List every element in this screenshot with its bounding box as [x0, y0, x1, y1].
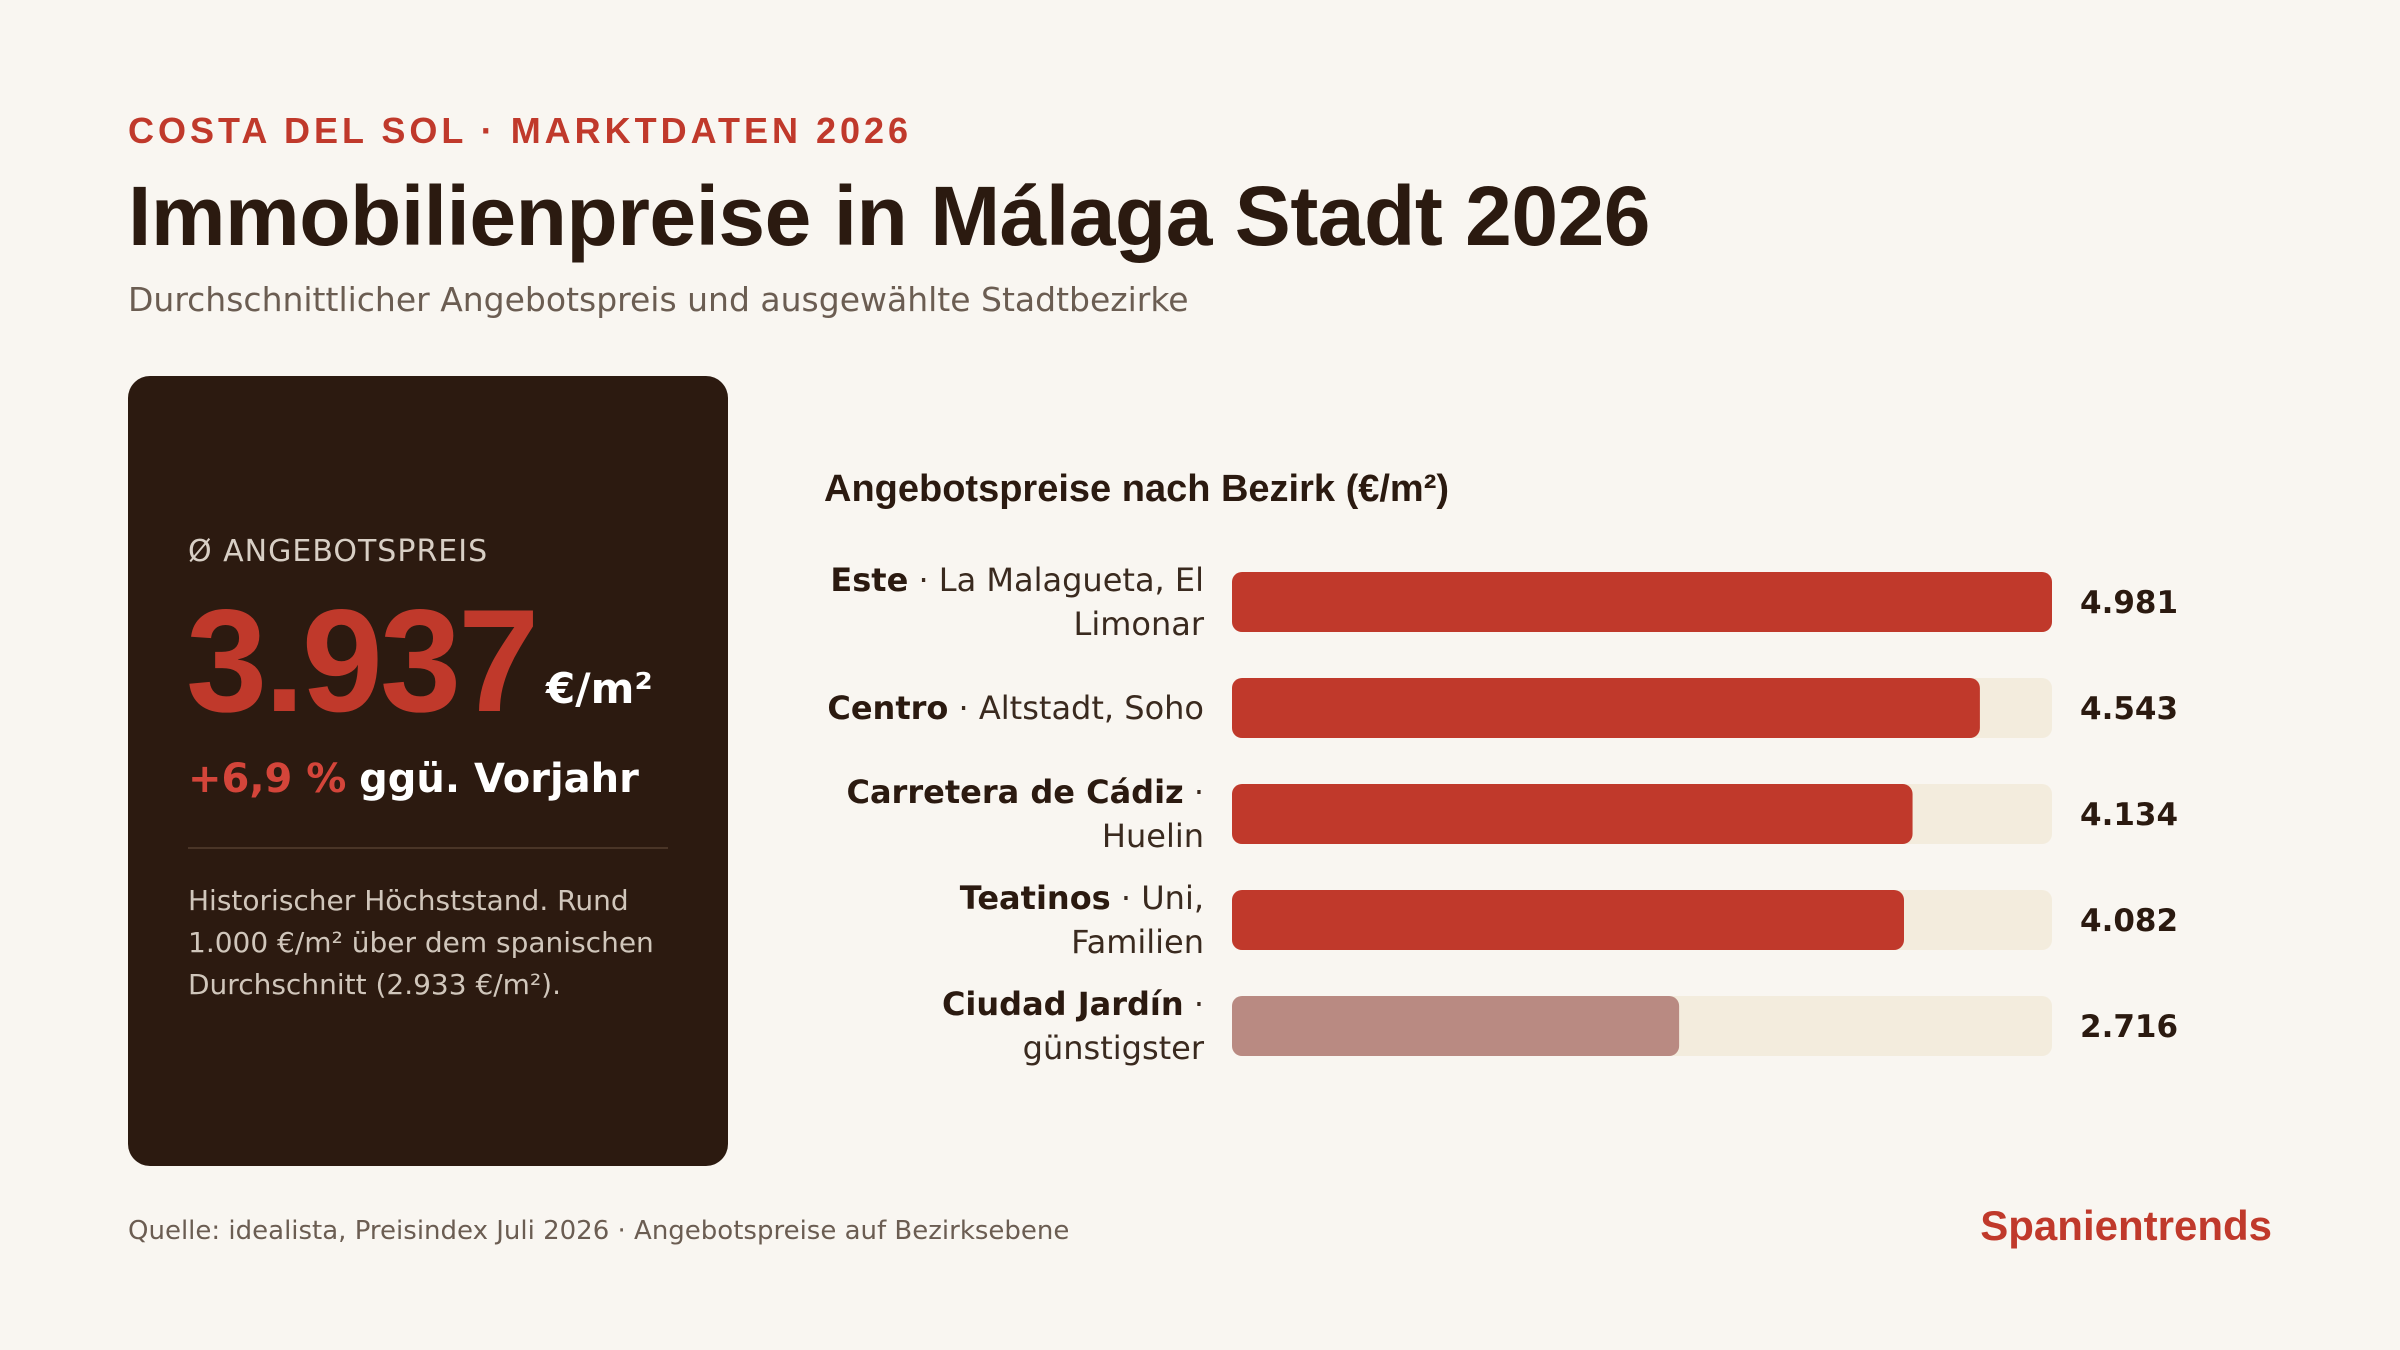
category-detail: · günstigster	[1022, 985, 1204, 1067]
kpi-unit: €/m²	[546, 664, 653, 713]
category-name: Este	[830, 561, 909, 599]
category-detail: · Uni, Familien	[1071, 879, 1204, 961]
bar-value-label: 4.981	[2080, 585, 2178, 621]
page-title: Immobilienpreise in Málaga Stadt 2026	[128, 169, 1651, 263]
kpi-change-text: ggü. Vorjahr	[359, 756, 639, 802]
kpi-divider	[188, 847, 668, 849]
kpi-change-percent: +6,9 %	[188, 756, 347, 802]
category-label: Teatinos · Uni, Familien	[820, 876, 1204, 964]
bar	[1232, 996, 1680, 1056]
bar-value-label: 4.082	[2080, 903, 2178, 939]
category-detail: · Altstadt, Soho	[948, 689, 1204, 727]
category-name: Teatinos	[959, 879, 1111, 917]
category-detail: · La Malagueta, El Limonar	[908, 561, 1204, 643]
bar	[1232, 890, 1905, 950]
category-label: Centro · Altstadt, Soho	[820, 686, 1204, 730]
chart-title: Angebotspreise nach Bezirk (€/m²)	[824, 468, 1450, 510]
brand-logo: Spanientrends	[1980, 1202, 2272, 1249]
category-name: Ciudad Jardín	[941, 985, 1184, 1023]
category-detail: · Huelin	[1101, 773, 1204, 855]
bar-value-label: 2.716	[2080, 1009, 2178, 1045]
bar	[1232, 784, 1913, 844]
category-label: Ciudad Jardín · günstigster	[820, 982, 1204, 1070]
eyebrow: COSTA DEL SOL · MARKTDATEN 2026	[128, 110, 913, 151]
category-label: Carretera de Cádiz · Huelin	[820, 770, 1204, 858]
kpi-value: 3.937	[186, 579, 539, 742]
bar-value-label: 4.134	[2080, 797, 2178, 833]
category-name: Centro	[827, 689, 949, 727]
bar-value-label: 4.543	[2080, 691, 2178, 727]
category-label: Este · La Malagueta, El Limonar	[820, 558, 1204, 646]
page-subtitle: Durchschnittlicher Angebotspreis und aus…	[128, 280, 1189, 319]
bar	[1232, 572, 2052, 632]
category-name: Carretera de Cádiz	[846, 773, 1184, 811]
kpi-label: Ø ANGEBOTSPREIS	[188, 534, 489, 569]
bar	[1232, 678, 1980, 738]
footer-source: Quelle: idealista, Preisindex Juli 2026 …	[128, 1216, 1070, 1246]
kpi-change: +6,9 % ggü. Vorjahr	[188, 756, 639, 802]
kpi-card: Ø ANGEBOTSPREIS 3.937 €/m² +6,9 % ggü. V…	[128, 376, 728, 1166]
kpi-note: Historischer Höchststand. Rund 1.000 €/m…	[188, 884, 654, 1001]
